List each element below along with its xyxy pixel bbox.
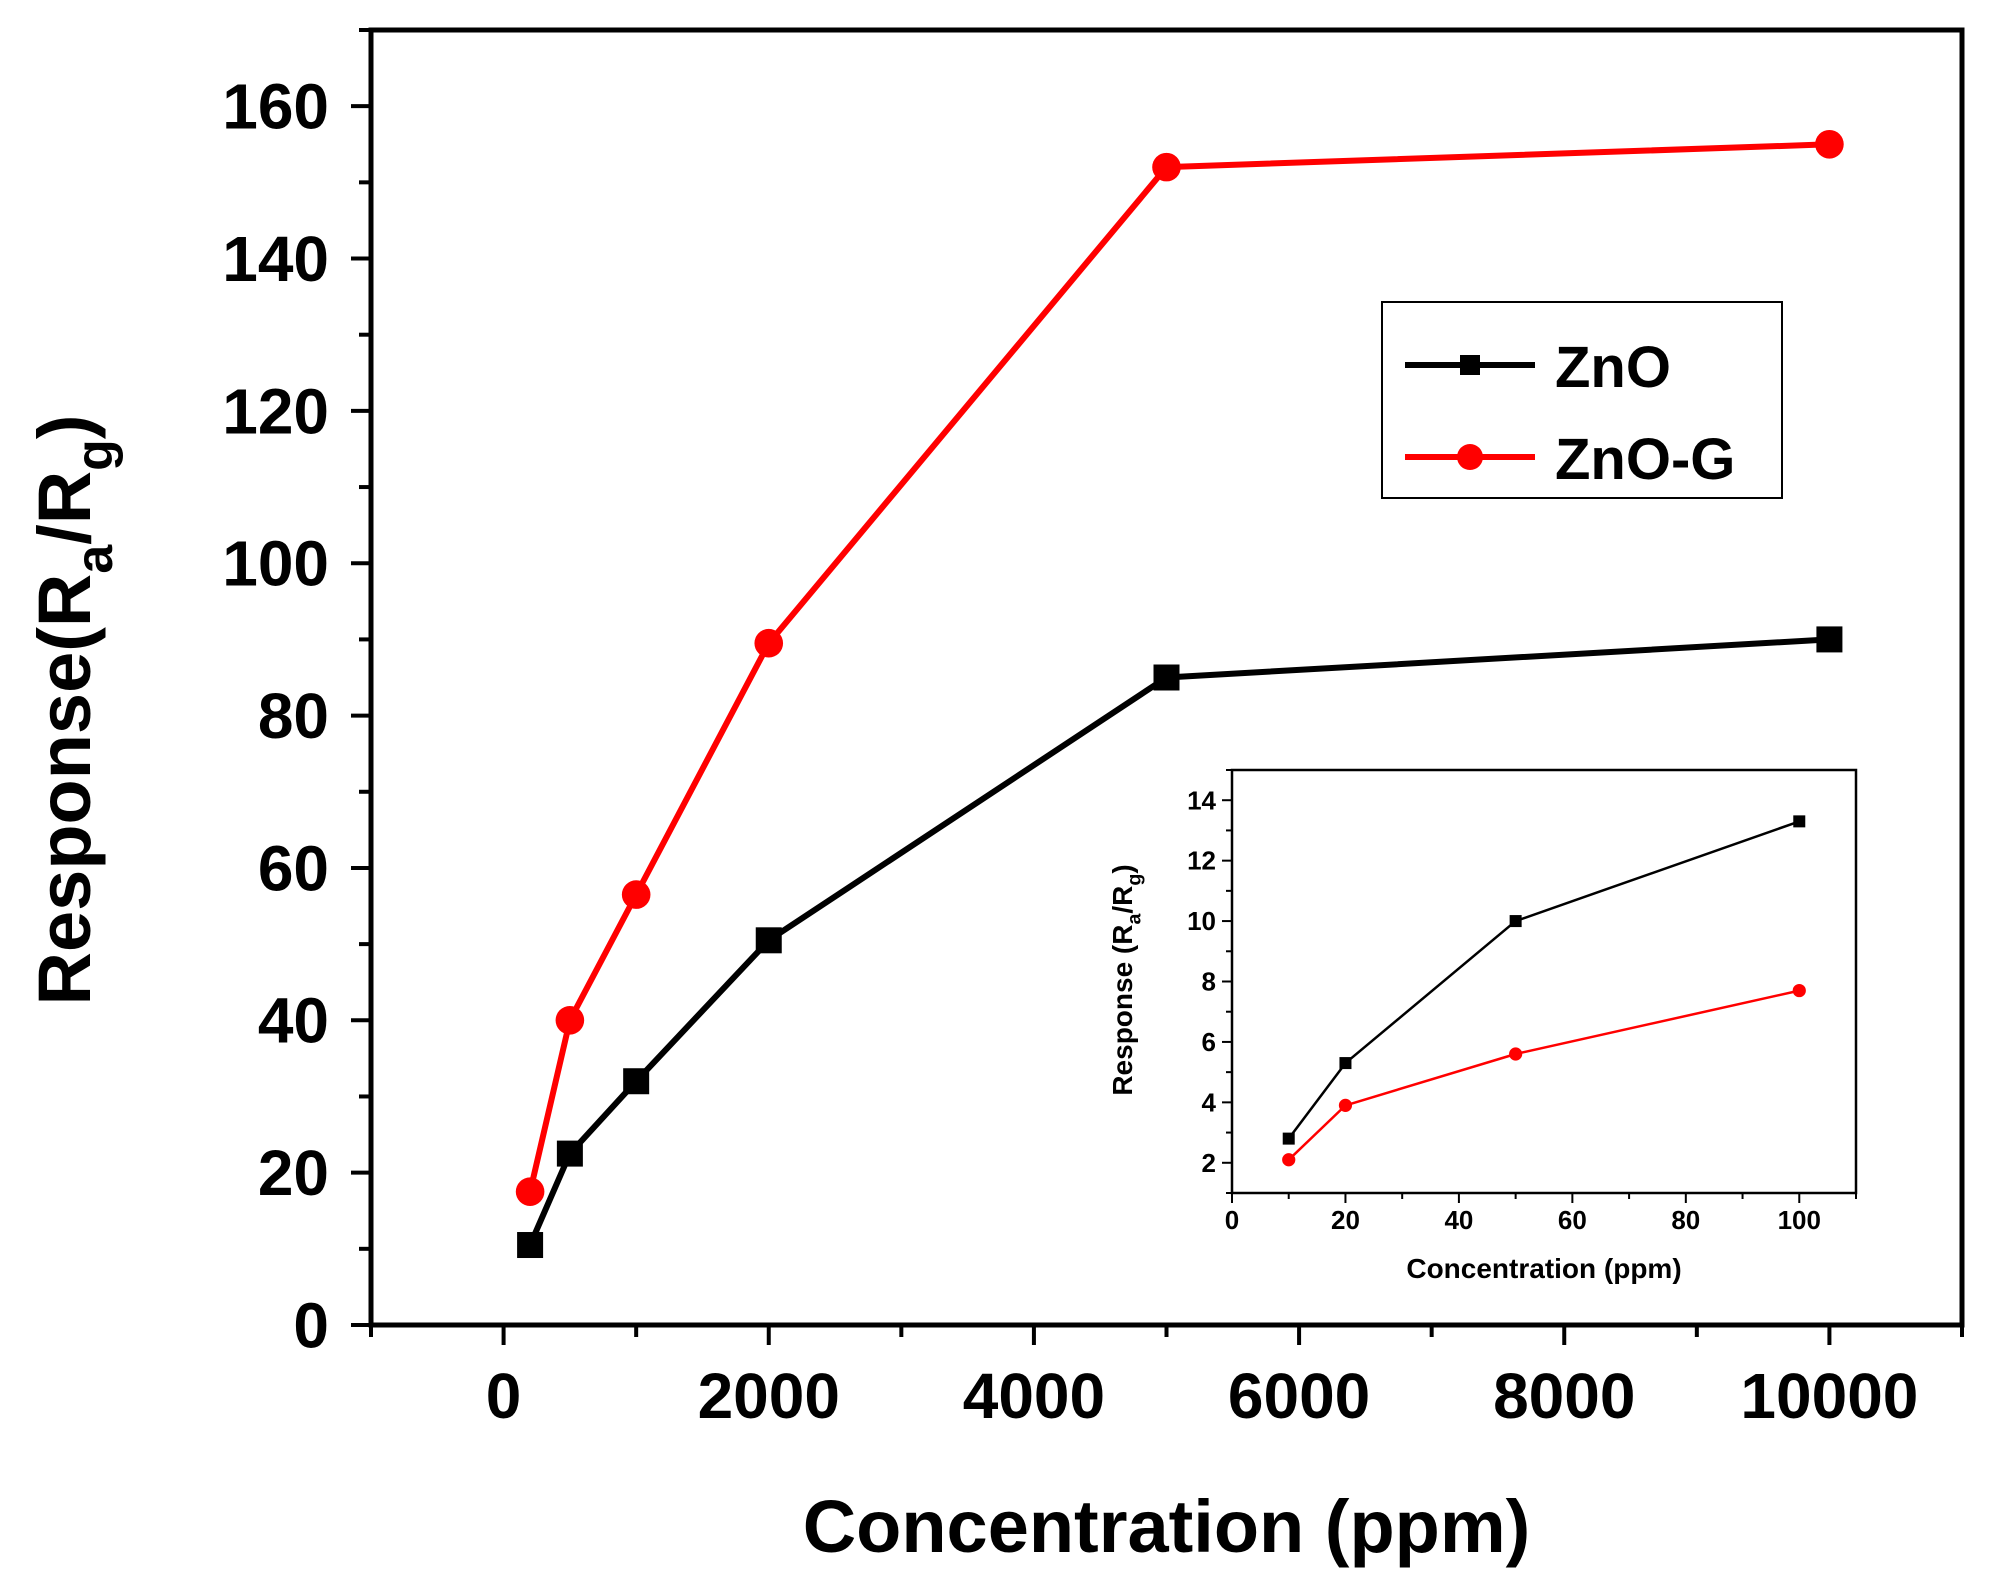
main-y-tick-label: 100 — [222, 528, 329, 600]
inset-y-title-part: Response (R — [1107, 925, 1138, 1096]
main-point-zno — [1816, 626, 1843, 653]
inset-background — [1232, 770, 1860, 1195]
inset-point-zno — [1509, 915, 1522, 928]
inset-y-tick-label: 12 — [1187, 846, 1216, 876]
main-x-tick-label: 2000 — [698, 1360, 840, 1432]
inset-point-zno-g — [1282, 1153, 1296, 1167]
main-y-tick-label: 40 — [258, 985, 329, 1057]
main-y-title-part: /R — [23, 471, 106, 545]
main-point-zno-g — [515, 1177, 545, 1206]
inset-x-tick-label: 100 — [1778, 1205, 1821, 1235]
main-point-zno — [755, 927, 782, 954]
main-y-tick-label: 20 — [258, 1137, 329, 1209]
inset-point-zno-g — [1509, 1047, 1523, 1061]
legend-marker-zno — [1460, 355, 1480, 375]
inset-y-tick-label: 10 — [1187, 906, 1216, 936]
inset-point-zno — [1339, 1057, 1352, 1070]
inset-y-title-part: /R — [1107, 886, 1138, 914]
inset-x-tick-label: 80 — [1671, 1205, 1700, 1235]
main-point-zno — [1153, 664, 1180, 691]
inset-y-title-sub: a — [1123, 913, 1145, 925]
main-y-title-part: ) — [23, 415, 106, 440]
main-series-line-zno — [527, 636, 1830, 1247]
inset-y-tick-label: 4 — [1202, 1087, 1217, 1117]
legend: ZnO ZnO-G — [1381, 301, 1783, 499]
legend-label-zno: ZnO — [1555, 335, 1671, 400]
inset-x-tick-label: 20 — [1331, 1205, 1360, 1235]
inset-series-line-zno — [1287, 820, 1800, 1140]
main-y-title-sub: a — [65, 544, 123, 574]
main-x-tick-label: 10000 — [1740, 1360, 1918, 1432]
inset-y-tick-label: 8 — [1202, 967, 1216, 997]
main-y-tick-label: 160 — [222, 71, 329, 143]
main-y-title-part: Response(R — [23, 574, 106, 1006]
main-y-tick-label: 80 — [258, 680, 329, 752]
main-x-axis-title: Concentration (ppm) — [803, 1485, 1531, 1568]
main-series-line-zno-g — [527, 141, 1830, 1193]
inset-x-tick-label: 40 — [1444, 1205, 1473, 1235]
main-x-tick-label: 8000 — [1493, 1360, 1635, 1432]
main-point-zno — [623, 1068, 650, 1095]
inset-point-zno — [1793, 815, 1806, 828]
main-point-zno-g — [621, 880, 651, 909]
main-point-zno-g — [555, 1005, 585, 1035]
inset-x-tick-label: 0 — [1225, 1205, 1239, 1235]
main-x-tick-label: 0 — [486, 1360, 522, 1432]
main-plot: 0 2000 4000 6000 8000 10000020406080100120140… — [23, 27, 1965, 1568]
inset-point-zno — [1282, 1132, 1295, 1145]
inset-y-tick-label: 14 — [1187, 785, 1216, 815]
legend-box — [1381, 301, 1783, 499]
main-point-zno-g — [754, 628, 784, 658]
inset-series-line-zno-g — [1287, 989, 1800, 1161]
inset-x-axis-title: Concentration (ppm) — [1406, 1253, 1681, 1284]
inset-y-tick-label: 2 — [1202, 1148, 1216, 1178]
inset-x-tick-label: 60 — [1558, 1205, 1587, 1235]
main-y-axis-title: Response(Ra/Rg) — [23, 415, 123, 1006]
inset-y-tick-label: 6 — [1202, 1027, 1216, 1057]
main-y-tick-label: 140 — [222, 223, 329, 295]
main-point-zno — [556, 1140, 583, 1167]
main-y-tick-label: 0 — [293, 1289, 329, 1361]
legend-label-zno-g: ZnO-G — [1555, 427, 1735, 492]
main-x-tick-label: 6000 — [1228, 1360, 1370, 1432]
main-y-tick-label: 120 — [222, 375, 329, 447]
main-y-tick-label: 60 — [258, 832, 329, 904]
main-x-tick-label: 4000 — [963, 1360, 1105, 1432]
main-point-zno — [517, 1232, 544, 1259]
inset-y-axis-title: Response (Ra/Rg) — [1107, 864, 1145, 1095]
main-point-zno-g — [1815, 129, 1844, 159]
inset-y-title-sub: g — [1123, 874, 1145, 886]
inset-point-zno-g — [1792, 983, 1806, 998]
inset-point-zno-g — [1338, 1098, 1353, 1112]
legend-marker-zno-g — [1457, 444, 1483, 470]
inset-y-title-part: ) — [1107, 864, 1138, 873]
main-point-zno-g — [1152, 152, 1181, 182]
main-y-title-sub: g — [65, 439, 123, 471]
inset-plot: 0 20 40 60 80 100 2 4 6 8 10 12 14 Concentration (ppm… — [1107, 768, 1860, 1284]
